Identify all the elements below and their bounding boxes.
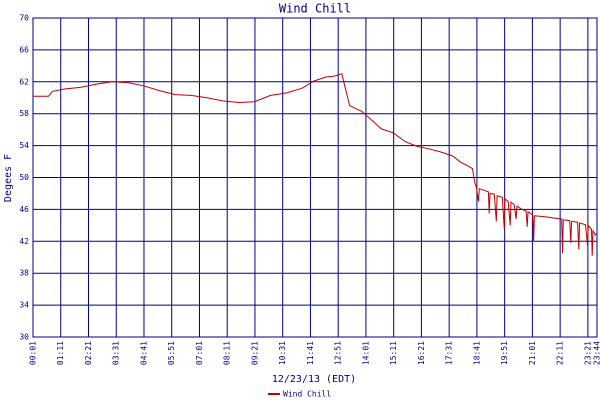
x-tick-label: 01:11 (56, 341, 65, 365)
x-axis-label: 12/23/13 (EDT) (272, 374, 356, 385)
x-tick-label: 10:31 (278, 341, 287, 365)
y-tick-label: 42 (19, 237, 29, 246)
y-tick-label: 50 (19, 173, 29, 182)
data-line (33, 73, 598, 256)
y-tick-label: 66 (19, 45, 29, 54)
chart-title: Wind Chill (279, 2, 351, 16)
x-tick-label: 02:21 (84, 341, 93, 365)
x-tick-label: 15:11 (389, 341, 398, 365)
x-tick-label: 12:51 (334, 341, 343, 365)
x-tick-label: 22:11 (556, 341, 565, 365)
y-axis-label: Degees F (3, 154, 14, 202)
x-tick-label: 19:51 (500, 341, 509, 365)
x-tick-label: 00:01 (29, 341, 38, 365)
y-tick-label: 46 (19, 205, 29, 214)
y-tick-label: 34 (19, 301, 29, 310)
y-tick-label: 38 (19, 269, 29, 278)
legend-label: Wind Chill (283, 390, 331, 399)
x-tick-label: 18:41 (472, 341, 481, 365)
y-tick-label: 62 (19, 77, 29, 86)
x-tick-label: 08:11 (223, 341, 232, 365)
x-tick-label: 11:41 (306, 341, 315, 365)
x-tick-label: 04:41 (139, 341, 148, 365)
x-tick-label: 09:21 (250, 341, 259, 365)
y-tick-label: 70 (19, 14, 29, 23)
x-tick-label: 03:31 (112, 341, 121, 365)
x-tick-label: 21:01 (528, 341, 537, 365)
x-tick-label: 14:01 (361, 341, 370, 365)
y-tick-label: 30 (19, 333, 29, 342)
y-tick-label: 54 (19, 141, 29, 150)
x-tick-label: 07:01 (195, 341, 204, 365)
x-tick-label: 23:44 (593, 341, 600, 365)
x-tick-label: 23:21 (583, 341, 592, 365)
x-tick-label: 16:21 (417, 341, 426, 365)
x-tick-label: 05:51 (167, 341, 176, 365)
x-tick-label: 17:31 (445, 341, 454, 365)
y-tick-label: 58 (19, 109, 29, 118)
